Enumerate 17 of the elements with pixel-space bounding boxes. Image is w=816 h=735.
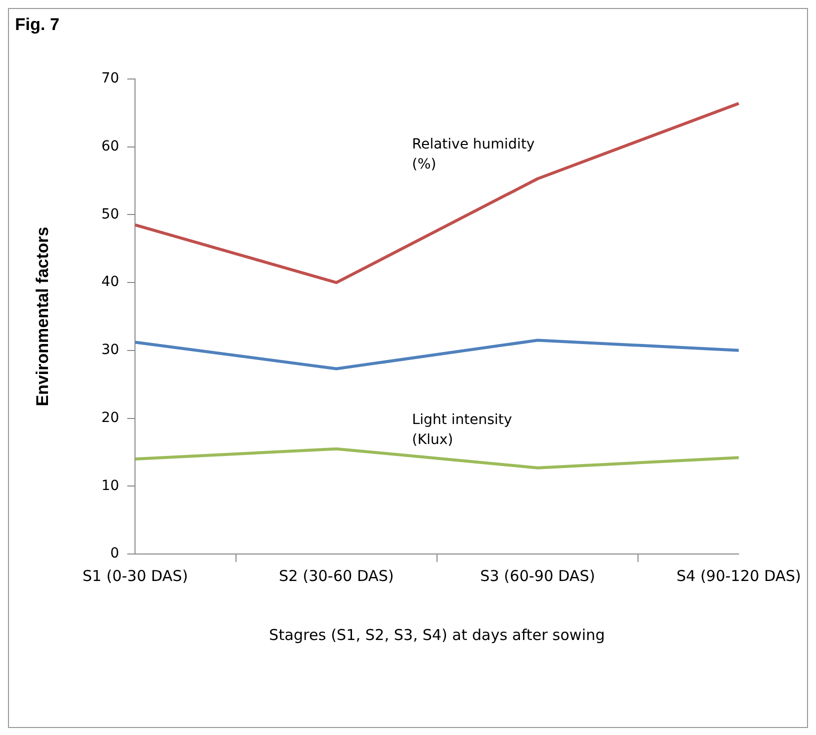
chart-title: Fig. 7 [15, 15, 60, 35]
y-tick-label: 60 [101, 138, 120, 154]
y-tick-label: 30 [101, 342, 120, 358]
x-tick-label: S2 (30-60 DAS) [278, 566, 394, 585]
x-tick-label: S3 (60-90 DAS) [480, 566, 596, 585]
y-tick-label: 50 [101, 206, 120, 222]
y-tick-label: 10 [101, 478, 120, 494]
series-label: Light intensity (Klux) [412, 412, 512, 448]
y-tick-label: 70 [101, 70, 120, 87]
x-axis-title: Stagres (S1, S2, S3, S4) at days after sowing [269, 626, 605, 644]
series-label: Relative humidity (%) [412, 136, 535, 172]
y-tick-label: 40 [101, 274, 120, 290]
y-axis-title: Environmental factors [32, 226, 52, 406]
x-tick-label: S1 (0-30 DAS) [82, 566, 188, 585]
y-tick-label: 20 [101, 410, 120, 426]
y-tick-label: 0 [110, 546, 120, 562]
x-tick-label: S4 (90-120 DAS) [676, 566, 802, 585]
